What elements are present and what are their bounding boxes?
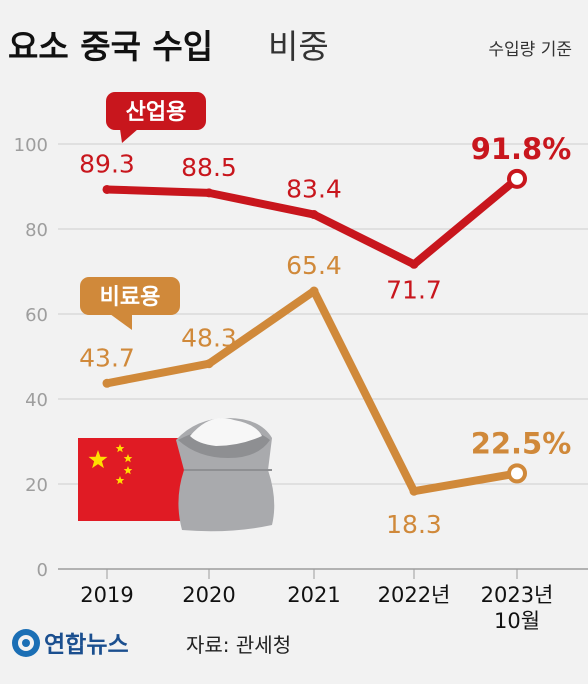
data-label: 48.3 [181,324,237,353]
legend-label: 비료용 [100,285,161,310]
y-tick-label: 100 [14,135,48,156]
data-label: 71.7 [386,275,442,304]
series-point [102,184,112,194]
data-label: 88.5 [181,153,237,182]
series-point [309,210,319,220]
x-tick-label: 2023년 10월 [481,583,554,633]
x-tick-label: 2019 [80,583,133,607]
data-label: 89.3 [79,149,135,178]
data-label: 22.5% [471,426,572,460]
x-tick-label: 2020 [182,583,235,607]
series-point [507,463,527,484]
series-point [409,259,419,269]
data-label: 18.3 [386,510,442,539]
y-tick-label: 60 [25,305,48,326]
legend-bubble-tail [120,129,138,143]
sack-icon [176,418,275,532]
chart-title-light: 비중 [268,27,329,66]
data-label: 83.4 [286,175,342,204]
chart-title: 요소 중국 수입 [8,27,213,66]
series-markers [102,168,527,496]
logo-text: 연합뉴스 [44,632,129,658]
series-point [507,168,527,189]
y-tick-label: 0 [37,560,48,581]
legend-bubble-tail [110,314,132,330]
series-point [204,359,214,369]
x-tick-label: 2022년 [378,583,451,607]
series-point [204,188,214,198]
x-tick-labels: 2019 2020 2021 2022년 2023년 10월 [80,583,553,633]
series-point [409,486,419,496]
source-text: 자료: 관세청 [186,633,291,657]
legend-label: 산업용 [126,100,187,125]
data-label: 91.8% [471,132,572,166]
series-point [309,286,319,296]
yonhap-logo-icon [12,629,40,657]
legend-bubble [80,277,180,315]
data-label: 65.4 [286,251,342,280]
china-flag-icon [78,438,188,521]
legend-bubble [106,92,206,130]
series-point [102,378,112,388]
data-label: 43.7 [79,343,135,372]
y-tick-label: 80 [25,220,48,241]
x-tick-lines [106,569,518,579]
data-labels: 89.3 88.5 83.4 71.7 91.8% 43.7 48.3 65.4 18.3 22.… [79,132,571,539]
y-tick-label: 40 [25,390,48,411]
y-tick-label: 20 [25,475,48,496]
y-tick-labels: 0 20 40 60 80 100 [14,135,48,581]
chart-subtitle: 수입량 기준 [488,40,572,60]
x-tick-label: 2021 [287,583,340,607]
